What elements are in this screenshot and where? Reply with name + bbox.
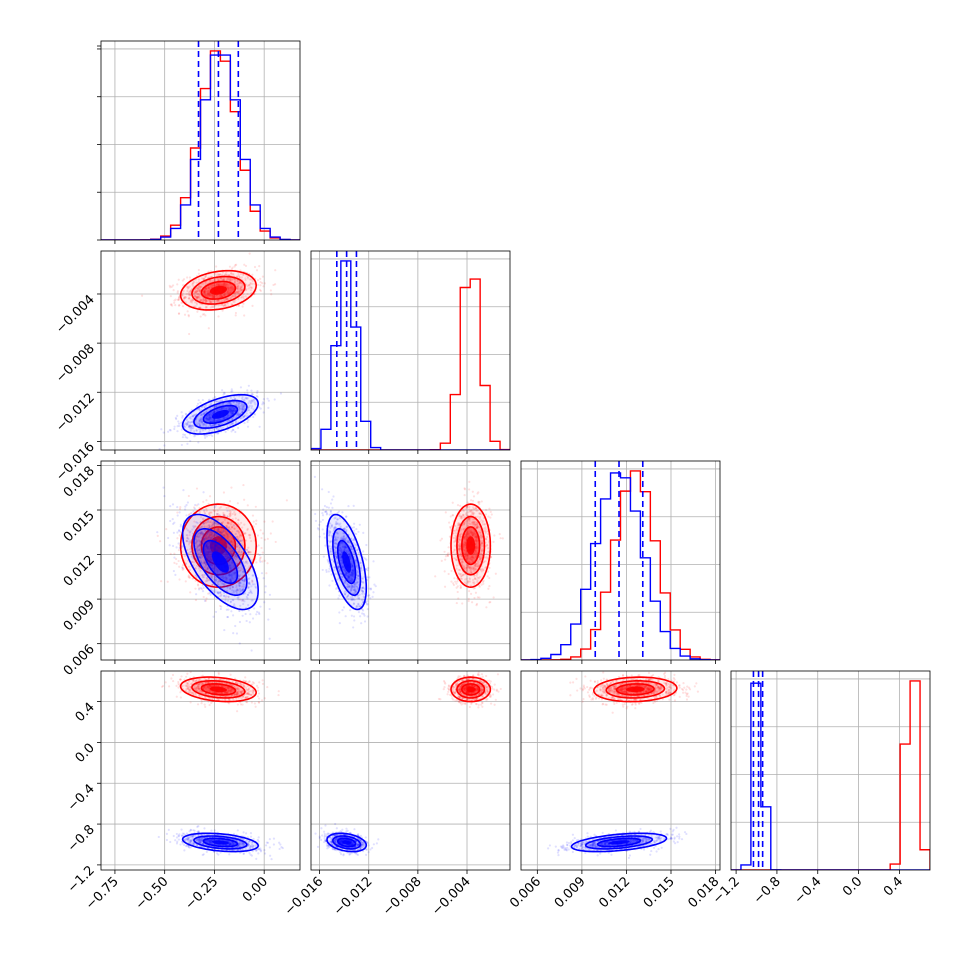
ticks bbox=[319, 870, 468, 874]
ticks bbox=[97, 701, 265, 874]
tick-label: −0.4 bbox=[792, 874, 825, 907]
histogram-blue bbox=[731, 682, 930, 870]
tick-label: −0.008 bbox=[380, 874, 425, 919]
tick-label: 0.00 bbox=[240, 874, 271, 905]
ticks bbox=[319, 660, 468, 664]
contours-blue bbox=[181, 393, 260, 435]
tick-label: −0.004 bbox=[429, 874, 474, 919]
tick-label: 0.0 bbox=[840, 874, 865, 899]
panel-3-1: −0.016 −0.012 −0.008 −0.004 bbox=[282, 670, 511, 919]
histogram-blue bbox=[521, 472, 720, 660]
tick-label: −0.8 bbox=[751, 874, 784, 907]
ticks bbox=[97, 293, 265, 454]
tick-label: 0.4 bbox=[881, 874, 906, 899]
panel-3-2: 0.006 0.009 0.012 0.015 0.018 bbox=[507, 670, 722, 911]
panel-1-1 bbox=[310, 250, 511, 454]
gridlines bbox=[521, 461, 720, 660]
tick-label: 0.015 bbox=[61, 508, 98, 545]
ticks bbox=[536, 660, 716, 664]
gridlines bbox=[311, 671, 510, 870]
contours-blue bbox=[181, 832, 260, 853]
tick-label: −0.25 bbox=[182, 874, 221, 913]
ticks bbox=[536, 870, 716, 874]
contours-red bbox=[450, 503, 492, 589]
tick-label: −0.8 bbox=[65, 822, 98, 855]
tick-label: −0.008 bbox=[53, 341, 98, 386]
panel-0-0 bbox=[97, 40, 301, 244]
tick-label: −0.012 bbox=[331, 874, 376, 919]
tick-label: 0.009 bbox=[552, 874, 589, 911]
contours-blue bbox=[181, 513, 260, 611]
contours-red bbox=[179, 676, 258, 703]
tick-label: −0.016 bbox=[282, 874, 327, 919]
histogram-blue bbox=[101, 54, 300, 240]
histogram-red bbox=[521, 470, 720, 660]
contours-red bbox=[179, 269, 258, 311]
histogram-red bbox=[731, 680, 930, 870]
contours-blue bbox=[326, 513, 368, 611]
gridlines bbox=[311, 251, 510, 450]
panel-3-0: −0.75 −0.50 −0.25 0.00−1.2−0.8−0.40.00.4 bbox=[65, 670, 301, 913]
ticks bbox=[319, 450, 468, 454]
tick-label: 0.012 bbox=[596, 874, 633, 911]
gridlines bbox=[101, 251, 300, 450]
contours-red bbox=[592, 676, 678, 703]
panel-2-1 bbox=[310, 460, 511, 664]
tick-label: 0.009 bbox=[61, 597, 98, 634]
tick-label: 0.012 bbox=[61, 553, 98, 590]
tick-label: −0.012 bbox=[53, 390, 98, 435]
tick-label: 0.4 bbox=[73, 700, 98, 725]
panel-3-3: −1.2 −0.8 −0.4 0.0 0.4 bbox=[710, 670, 931, 907]
tick-label: 0.006 bbox=[61, 642, 98, 679]
tick-label: 0.0 bbox=[73, 741, 98, 766]
tick-label: −0.50 bbox=[133, 874, 172, 913]
gridlines bbox=[731, 671, 930, 870]
contours-red bbox=[450, 676, 492, 703]
tick-label: −0.004 bbox=[53, 292, 98, 337]
contours-blue bbox=[326, 832, 368, 853]
ticks bbox=[97, 45, 265, 244]
ticks bbox=[97, 465, 265, 664]
panel-2-2 bbox=[520, 460, 721, 664]
contours-blue bbox=[570, 832, 668, 853]
tick-label: −0.4 bbox=[65, 781, 98, 814]
panel-1-0: −0.016−0.012−0.008−0.004 bbox=[53, 250, 301, 484]
tick-label: 0.006 bbox=[507, 874, 544, 911]
contours-red bbox=[179, 503, 258, 589]
tick-label: 0.015 bbox=[641, 874, 678, 911]
ticks bbox=[735, 870, 900, 874]
